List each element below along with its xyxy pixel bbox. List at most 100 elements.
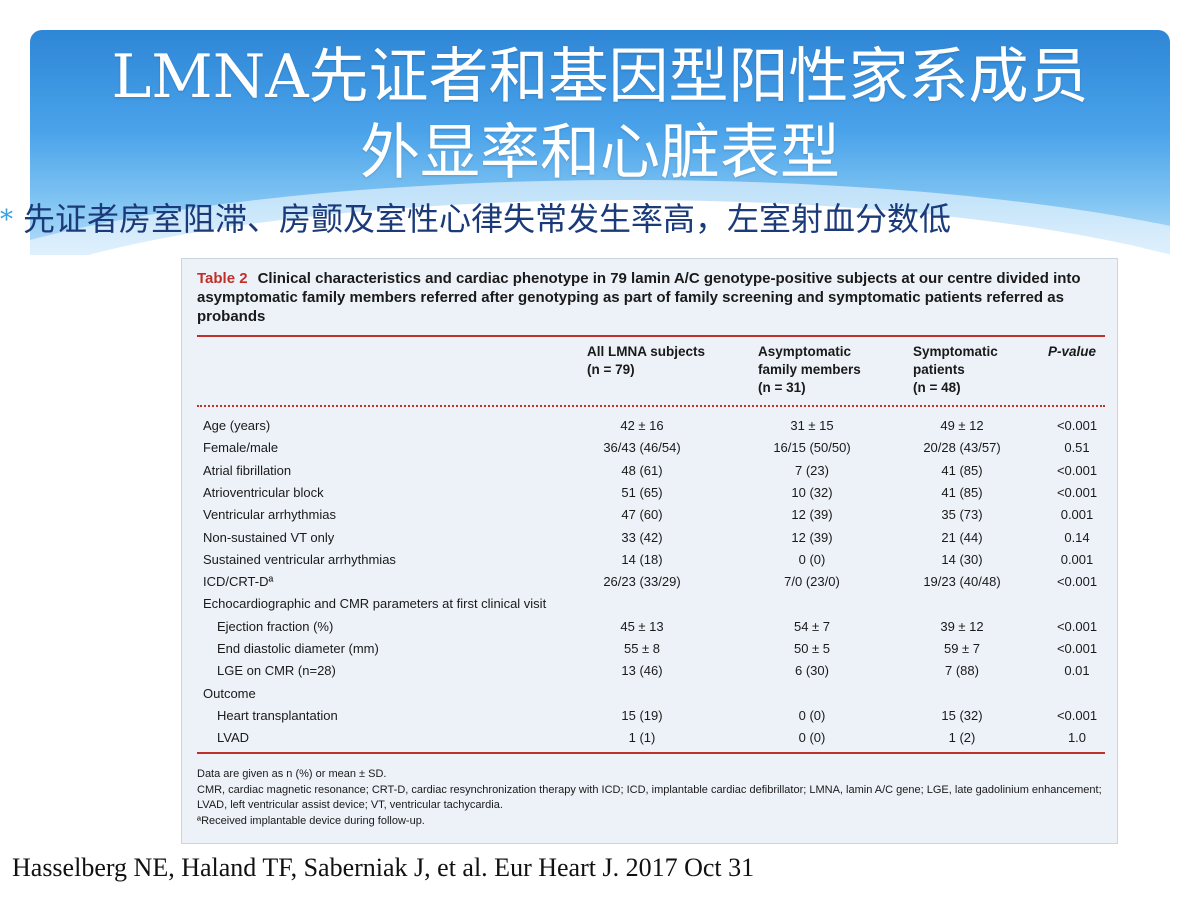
cell-asymptomatic: 6 (30) xyxy=(795,663,829,679)
cell-symptomatic: 35 (73) xyxy=(941,507,983,523)
cell-asymptomatic: 7/0 (23/0) xyxy=(784,574,840,590)
cell-p-value: <0.001 xyxy=(1056,462,1098,478)
cell-all-subjects: 13 (46) xyxy=(621,663,663,679)
cell-symptomatic: 1 (2) xyxy=(948,730,976,746)
cell-asymptomatic: 50 ± 5 xyxy=(793,641,831,656)
cell-all-subjects: 48 (61) xyxy=(621,462,663,478)
cell-p-value: <0.001 xyxy=(1056,418,1098,433)
slide-title-line1: LMNA先证者和基因型阳性家系成员 xyxy=(111,42,1089,112)
cell-p-value: 0.14 xyxy=(1064,529,1090,545)
row-label: Sustained ventricular arrhythmias xyxy=(203,551,396,567)
cell-all-subjects: 51 (65) xyxy=(621,484,663,500)
cell-p-value: <0.001 xyxy=(1056,618,1098,634)
row-label: Age (years) xyxy=(203,418,271,433)
footnote: ªReceived implantable device during foll… xyxy=(197,815,425,827)
cell-all-subjects: 42 ± 16 xyxy=(620,418,664,433)
cell-p-value: 0.01 xyxy=(1064,663,1090,679)
cell-symptomatic: 20/28 (43/57) xyxy=(923,440,1001,456)
row-label: Ejection fraction (%) xyxy=(217,618,334,634)
cell-all-subjects: 14 (18) xyxy=(621,551,663,567)
table-row: Heart transplantation 15 (19) 0 (0) 15 (32)… xyxy=(197,705,1105,727)
cell-p-value: 0.51 xyxy=(1064,440,1090,456)
table-row: Sustained ventricular arrhythmias 14 (18)… xyxy=(197,549,1105,571)
cell-asymptomatic: 16/15 (50/50) xyxy=(773,440,851,456)
column-header-all: All LMNA subjects (n = 79) xyxy=(587,344,706,377)
table-label: Table 2 xyxy=(197,270,248,287)
row-label: ICD/CRT-Dª xyxy=(203,574,274,590)
slide-title-line2: 外显率和心脏表型 xyxy=(360,118,840,188)
cell-symptomatic: 39 ± 12 xyxy=(940,618,984,634)
footnote: Data are given as n (%) or mean ± SD. xyxy=(197,768,387,780)
table-row: Echocardiographic and CMR parameters at … xyxy=(197,593,1105,615)
table-row: ICD/CRT-Dª 26/23 (33/29) 7/0 (23/0) 19/23 (… xyxy=(197,571,1105,593)
cell-asymptomatic: 0 (0) xyxy=(798,730,826,746)
header-dotted-rule xyxy=(197,405,1105,407)
cell-symptomatic: 41 (85) xyxy=(941,462,983,478)
cell-p-value: <0.001 xyxy=(1056,484,1098,500)
column-header-asymptomatic: Asymptomatic family members (n = 31) xyxy=(758,344,861,395)
cell-asymptomatic: 0 (0) xyxy=(798,551,826,567)
table-row: End diastolic diameter (mm) 55 ± 8 50 ± 5 5… xyxy=(197,638,1105,660)
header-top-rule xyxy=(197,335,1105,337)
cell-all-subjects: 55 ± 8 xyxy=(623,641,661,656)
column-header-pvalue: P-value xyxy=(1048,344,1097,359)
cell-all-subjects: 15 (19) xyxy=(621,707,663,723)
row-label: Heart transplantation xyxy=(217,707,338,723)
bullet-marker-icon: * xyxy=(0,205,13,235)
cell-symptomatic: 59 ± 7 xyxy=(943,641,981,656)
cell-asymptomatic: 10 (32) xyxy=(791,484,833,500)
bullet-point: * 先证者房室阻滞、房颤及室性心律失常发生率高，左室射血分数低 xyxy=(0,196,1200,243)
cell-symptomatic: 15 (32) xyxy=(941,707,983,723)
table-row: LVAD 1 (1) 0 (0) 1 (2) 1.0 xyxy=(197,727,1105,749)
cell-asymptomatic: 0 (0) xyxy=(798,707,826,723)
cell-p-value: <0.001 xyxy=(1056,707,1098,723)
cell-asymptomatic: 54 ± 7 xyxy=(793,618,831,634)
table-row: Ventricular arrhythmias 47 (60) 12 (39) 35 … xyxy=(197,504,1105,526)
table-row: Atrial fibrillation 48 (61) 7 (23) 41 (85) <… xyxy=(197,460,1105,482)
row-label: Non-sustained VT only xyxy=(203,529,335,545)
cell-symptomatic: 21 (44) xyxy=(941,529,983,545)
cell-symptomatic: 49 ± 12 xyxy=(940,418,984,433)
bullet-text: 先证者房室阻滞、房颤及室性心律失常发生率高，左室射血分数低 xyxy=(23,200,952,238)
title-banner xyxy=(30,30,1170,255)
column-header-symptomatic: Symptomatic patients (n = 48) xyxy=(913,344,998,395)
row-label: Echocardiographic and CMR parameters at … xyxy=(203,596,547,612)
table-row: Atrioventricular block 51 (65) 10 (32) 41 (… xyxy=(197,482,1105,504)
row-label: Atrioventricular block xyxy=(203,484,324,500)
table-caption: Table 2 Clinical characteristics and card… xyxy=(197,269,1102,326)
cell-all-subjects: 33 (42) xyxy=(621,529,663,545)
table-bottom-rule xyxy=(197,752,1105,754)
cell-symptomatic: 7 (88) xyxy=(945,663,979,679)
row-label: Ventricular arrhythmias xyxy=(203,507,336,523)
table-row: Outcome xyxy=(197,683,1105,705)
cell-p-value: 1.0 xyxy=(1067,730,1087,746)
cell-asymptomatic: 12 (39) xyxy=(791,529,833,545)
citation: Hasselberg NE, Haland TF, Saberniak J, e… xyxy=(12,853,755,882)
cell-all-subjects: 26/23 (33/29) xyxy=(603,574,681,590)
cell-asymptomatic: 31 ± 15 xyxy=(790,418,834,433)
table-row: Ejection fraction (%) 45 ± 13 54 ± 7 39 ± 1… xyxy=(197,616,1105,638)
table-figure: Table 2 Clinical characteristics and card… xyxy=(181,258,1118,844)
cell-p-value: 0.001 xyxy=(1060,551,1094,567)
cell-all-subjects: 47 (60) xyxy=(621,507,663,523)
footnote: CMR, cardiac magnetic resonance; CRT-D, … xyxy=(197,784,1102,811)
cell-p-value: 0.001 xyxy=(1060,507,1094,523)
row-label: End diastolic diameter (mm) xyxy=(217,641,379,656)
cell-symptomatic: 14 (30) xyxy=(941,551,983,567)
table-row: Age (years) 42 ± 16 31 ± 15 49 ± 12 <0.001 xyxy=(197,415,1105,437)
cell-p-value: <0.001 xyxy=(1056,641,1098,656)
row-label: LGE on CMR (n=28) xyxy=(217,663,336,679)
cell-asymptomatic: 12 (39) xyxy=(791,507,833,523)
cell-all-subjects: 45 ± 13 xyxy=(620,618,664,634)
row-label: LVAD xyxy=(217,730,250,746)
cell-all-subjects: 1 (1) xyxy=(628,730,656,746)
table-row: Non-sustained VT only 33 (42) 12 (39) 21 (4… xyxy=(197,527,1105,549)
row-label: Female/male xyxy=(203,440,279,456)
cell-p-value: <0.001 xyxy=(1056,574,1098,590)
cell-symptomatic: 41 (85) xyxy=(941,484,983,500)
cell-all-subjects: 36/43 (46/54) xyxy=(603,440,681,456)
cell-symptomatic: 19/23 (40/48) xyxy=(923,574,1001,590)
row-label: Outcome xyxy=(203,685,256,701)
cell-asymptomatic: 7 (23) xyxy=(795,462,829,478)
row-label: Atrial fibrillation xyxy=(203,462,292,478)
